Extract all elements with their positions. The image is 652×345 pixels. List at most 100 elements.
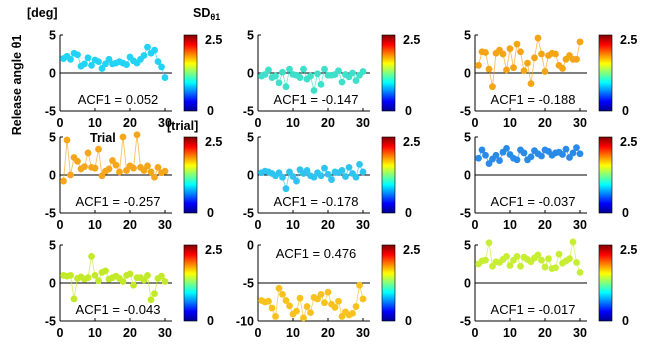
data-point [140, 52, 148, 59]
data-point [84, 274, 92, 282]
colorbar [183, 34, 198, 112]
data-point [161, 278, 169, 285]
data-point [573, 55, 580, 63]
acf-annotation: ACF1 = 0.052 [78, 92, 159, 107]
y-tick-label: 0 [49, 169, 56, 183]
colorbar [598, 34, 613, 112]
data-point [151, 290, 158, 298]
colorbar-tick-max: 2.5 [403, 243, 420, 257]
y-tick-label: -5 [460, 105, 471, 119]
colorbar-tick-max: 2.5 [205, 243, 222, 257]
data-point [545, 255, 552, 263]
y-tick-label: 0 [49, 277, 56, 291]
x-tick-label: 0 [472, 218, 479, 232]
y-tick-label: 5 [49, 131, 56, 145]
data-point [356, 160, 363, 168]
data-point [154, 164, 162, 171]
data-point [510, 64, 517, 72]
data-point [573, 259, 580, 266]
data-point [359, 68, 367, 75]
colorbar-tick-max: 2.5 [403, 135, 420, 149]
acf-annotation: ACF1 = -0.037 [491, 194, 576, 209]
data-point [342, 173, 349, 180]
data-point [317, 81, 325, 88]
data-point [538, 256, 545, 264]
data-point [81, 163, 88, 171]
data-point [531, 54, 538, 62]
x-tick-label: 20 [538, 218, 552, 232]
x-tick-label: 10 [503, 116, 517, 130]
data-point [91, 164, 99, 172]
data-point [158, 63, 165, 71]
data-point [520, 67, 528, 75]
data-point [552, 50, 559, 58]
y-tick-label: -5 [45, 315, 56, 329]
data-point [282, 83, 290, 91]
colorbar-tick-min: 0 [405, 206, 412, 220]
data-point [272, 313, 279, 320]
y-tick-label: 5 [464, 239, 471, 253]
data-point [317, 172, 325, 180]
data-point [485, 65, 493, 73]
data-point [282, 185, 290, 193]
data-point [275, 79, 283, 87]
data-point [95, 145, 102, 153]
data-point [130, 164, 137, 172]
data-point [88, 253, 95, 260]
x-tick-label: 20 [123, 218, 137, 232]
colorbar-title-main: SD [193, 6, 210, 20]
data-point [576, 38, 584, 46]
colorbar-tick-max: 2.5 [620, 243, 637, 257]
data-point [569, 149, 577, 157]
x-tick-label: 0 [57, 326, 64, 340]
x-tick-label: 30 [356, 218, 370, 232]
x-tick-label: 30 [158, 218, 172, 232]
data-point [517, 262, 524, 270]
data-point [279, 68, 286, 76]
data-point [506, 45, 514, 53]
colorbar [381, 136, 396, 214]
data-point [345, 164, 353, 171]
y-tick-label: 0 [247, 169, 254, 183]
data-point [513, 156, 521, 164]
x-tick-label: 10 [286, 116, 300, 130]
colorbar-title-sub: θ1 [210, 12, 220, 22]
data-point [527, 80, 535, 88]
y-unit-label: [deg] [27, 6, 58, 20]
data-point [503, 253, 510, 260]
acf-annotation: ACF1 = -0.178 [274, 194, 359, 209]
data-point [70, 295, 78, 303]
data-point [352, 303, 360, 310]
data-point [63, 136, 71, 144]
data-point [566, 255, 573, 263]
y-axis-label: Release angle θ1 [10, 35, 24, 136]
data-point [265, 297, 272, 305]
data-point [520, 149, 528, 157]
data-point [268, 304, 276, 312]
x-tick-label: 0 [255, 218, 262, 232]
data-point [130, 281, 137, 289]
data-point [569, 238, 577, 246]
data-point [95, 58, 102, 65]
data-point [555, 250, 563, 258]
data-point [151, 46, 158, 54]
data-point [538, 50, 545, 58]
colorbar-tick-min: 0 [405, 314, 412, 328]
data-point [310, 87, 318, 94]
x-tick-label: 20 [321, 116, 335, 130]
data-point [321, 299, 328, 307]
data-point [541, 68, 549, 75]
data-point [296, 294, 304, 302]
acf-annotation: ACF1 = -0.043 [76, 302, 161, 317]
data-point [314, 70, 321, 78]
data-point [144, 272, 151, 279]
data-point [303, 167, 311, 174]
y-tick-label: -5 [243, 105, 254, 119]
data-point [286, 302, 293, 310]
data-point [489, 83, 496, 91]
data-point [116, 168, 123, 176]
